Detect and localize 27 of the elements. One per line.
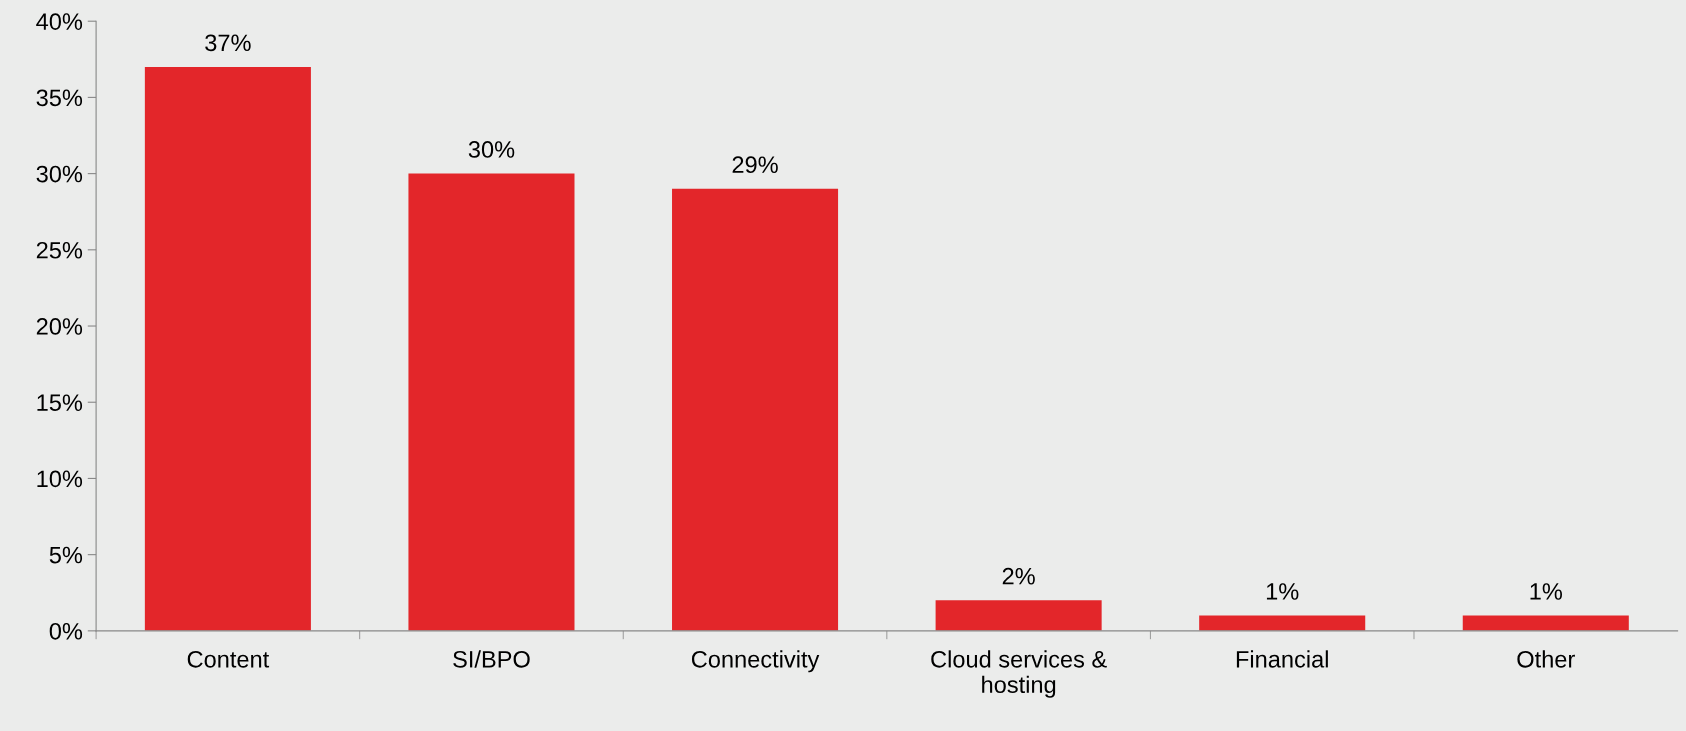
x-tick-label: Financial [1236,650,1328,668]
y-tick-label: 15% [37,394,83,412]
bar [1199,615,1366,631]
x-tick-label: Connectivity [691,650,820,673]
bar [1462,615,1629,631]
y-tick-label: 10% [37,470,83,488]
y-tick-label: 40% [36,13,83,30]
data-label: 37% [205,34,251,52]
bar [672,188,839,631]
data-label: 1% [1266,583,1299,600]
y-tick-label: 30% [36,165,83,183]
x-tick-label: SI/BPO [453,650,530,668]
data-label: 2% [1002,567,1035,585]
data-label: 29% [732,156,778,174]
y-tick-label: 0% [49,622,83,640]
bar [408,173,575,631]
y-tick-label: 35% [36,89,83,107]
bar [935,600,1102,631]
bar [144,66,311,631]
data-label: 30% [468,141,515,158]
data-label: 1% [1530,583,1562,600]
x-tick-label: Content [187,650,270,668]
y-tick-label: 25% [36,241,83,259]
x-tick-label: Other [1517,650,1575,668]
y-tick-label: 5% [49,546,83,564]
y-tick-label: 20% [36,318,83,335]
x-tick-label: Cloud services & hosting [931,650,1107,698]
